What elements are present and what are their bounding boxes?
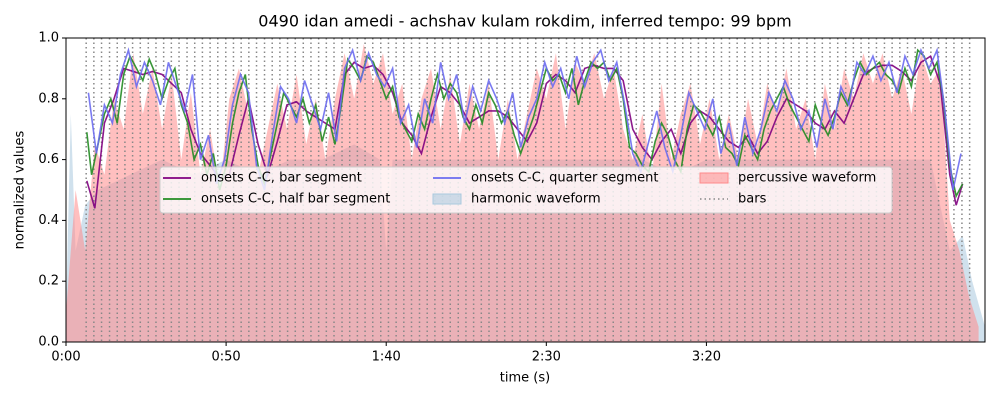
x-tick-label: 3:20	[692, 350, 721, 365]
series-line	[86, 48, 964, 199]
y-tick-label: 1.0	[38, 31, 59, 46]
x-tick-label: 2:30	[532, 350, 561, 365]
plot-frame	[65, 37, 986, 343]
chart-title: 0490 idan amedi - achshav kulam rokdim, …	[258, 12, 791, 31]
x-tick-label: 0:50	[212, 350, 241, 365]
y-tick-label: 0.4	[38, 213, 59, 228]
x-axis-label: time (s)	[500, 371, 550, 386]
x-tick-label: 1:40	[372, 350, 401, 365]
y-tick-label: 0.6	[38, 152, 59, 167]
legend-swatch	[699, 172, 729, 184]
legend: onsets C-C, bar segment onsets C-C, half …	[159, 166, 893, 214]
y-axis-label: normalized values	[13, 130, 28, 249]
legend-swatch	[432, 193, 462, 205]
legend-label: onsets C-C, quarter segment	[471, 171, 658, 186]
legend-label: bars	[738, 192, 767, 207]
y-tick-label: 0.0	[38, 335, 59, 350]
series-line	[86, 55, 964, 209]
legend-label: onsets C-C, half bar segment	[201, 192, 390, 207]
series-line	[87, 47, 962, 191]
legend-label: harmonic waveform	[471, 192, 601, 207]
y-tick-label: 0.2	[38, 274, 59, 289]
legend-label: percussive waveform	[738, 171, 876, 186]
x-tick-label: 0:00	[51, 350, 80, 365]
legend-label: onsets C-C, bar segment	[201, 171, 362, 186]
y-tick-label: 0.8	[38, 91, 59, 106]
